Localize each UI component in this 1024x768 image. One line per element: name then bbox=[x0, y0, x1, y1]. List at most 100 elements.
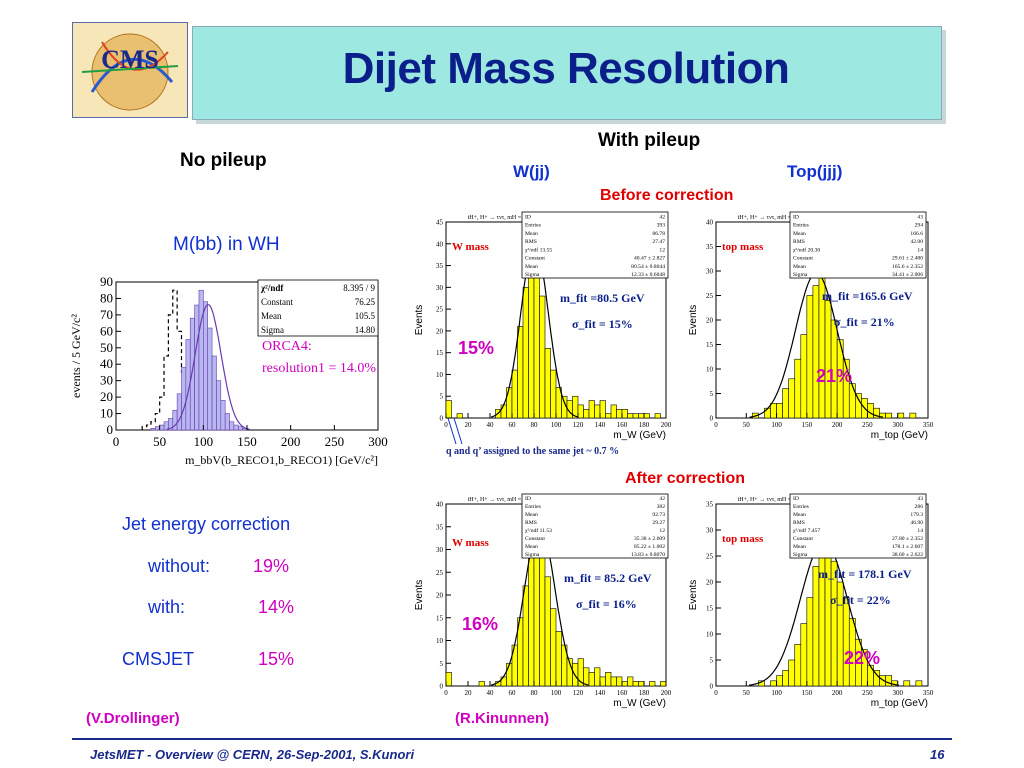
histogram-bar bbox=[764, 407, 771, 419]
stats-value: 165.6 ± 2.352 bbox=[892, 264, 923, 270]
logo-text: CMS bbox=[101, 45, 159, 74]
stats-key: Constant bbox=[261, 297, 294, 307]
stats-key: Sigma bbox=[525, 272, 540, 278]
x-tick-label: 200 bbox=[832, 689, 843, 697]
y-axis-label: Events bbox=[414, 305, 425, 336]
x-tick-label: 150 bbox=[237, 434, 257, 449]
x-tick-label: 80 bbox=[531, 421, 539, 429]
stats-key: Entries bbox=[525, 223, 541, 229]
stats-value: 29.61 ± 2.480 bbox=[892, 256, 923, 262]
stats-key: χ²/ndf 7.457 bbox=[793, 527, 820, 534]
fit-sigma-text: σ_fit = 21% bbox=[834, 315, 895, 329]
histogram-bar bbox=[445, 672, 452, 687]
y-tick-label: 10 bbox=[436, 371, 444, 379]
x-tick-label: 150 bbox=[802, 421, 813, 429]
x-axis-label: m_W (GeV) bbox=[613, 698, 666, 709]
histogram-bar bbox=[194, 304, 200, 431]
note-pointer bbox=[453, 417, 463, 445]
histogram-bar bbox=[824, 300, 832, 419]
stats-value: 92.73 bbox=[652, 512, 665, 518]
histogram-bar bbox=[588, 672, 595, 687]
histogram-bar bbox=[627, 413, 634, 419]
before-correction-label: Before correction bbox=[600, 187, 734, 204]
histogram-bar bbox=[506, 387, 513, 419]
x-tick-label: 60 bbox=[509, 689, 517, 697]
histogram-title: tH+, H+ → τντ, mH = 200 GeV bbox=[468, 215, 546, 221]
histogram-bar bbox=[794, 644, 802, 687]
stats-key: Mean bbox=[793, 264, 806, 270]
stats-value: 43 bbox=[917, 496, 923, 502]
histogram-bar bbox=[456, 413, 463, 419]
stats-value: 80.54 ± 0.8044 bbox=[631, 264, 665, 270]
stats-key: Mean bbox=[261, 311, 282, 321]
histogram-bar bbox=[237, 426, 243, 431]
x-tick-label: 200 bbox=[832, 421, 843, 429]
x-tick-label: 20 bbox=[465, 421, 473, 429]
stats-key: Sigma bbox=[525, 552, 540, 558]
stats-key: Entries bbox=[793, 223, 809, 229]
stats-value: 179.3 bbox=[910, 512, 923, 518]
stats-key: Mean bbox=[793, 231, 806, 237]
orca-label: ORCA4: bbox=[262, 339, 312, 354]
histogram-bar bbox=[207, 327, 213, 431]
x-tick-label: 200 bbox=[661, 689, 672, 697]
stats-value: 43 bbox=[917, 214, 923, 220]
y-tick-label: 25 bbox=[436, 569, 444, 577]
stats-value: 105.5 bbox=[355, 311, 376, 321]
y-tick-label: 50 bbox=[100, 340, 113, 355]
stats-key: Entries bbox=[525, 504, 541, 510]
histogram-bar bbox=[638, 681, 645, 687]
resolution-percent: 16% bbox=[462, 614, 498, 634]
histogram-bar bbox=[788, 378, 796, 419]
x-tick-label: 140 bbox=[595, 689, 606, 697]
x-tick-label: 300 bbox=[368, 434, 388, 449]
histogram-bar bbox=[770, 680, 777, 687]
x-axis-label: m_top (GeV) bbox=[871, 430, 928, 441]
stats-key: χ²/ndf 13.55 bbox=[525, 246, 552, 253]
y-tick-label: 45 bbox=[436, 219, 444, 227]
stats-key: RMS bbox=[525, 239, 537, 245]
histogram-bar bbox=[594, 667, 601, 687]
mass-tag: top mass bbox=[722, 533, 764, 545]
stats-value: 42 bbox=[659, 214, 665, 220]
histogram-bar bbox=[867, 664, 874, 687]
stats-box bbox=[521, 493, 669, 559]
resolution-percent: 15% bbox=[458, 338, 494, 358]
histogram-bar bbox=[885, 412, 892, 419]
stats-value: 29.27 bbox=[652, 520, 665, 526]
histogram-bar bbox=[627, 676, 634, 687]
y-tick-label: 0 bbox=[440, 415, 444, 423]
x-axis-label: m_bbV(b_RECO1,b_RECO1) [GeV/c²] bbox=[185, 453, 378, 467]
stats-value: 14 bbox=[917, 247, 923, 253]
histogram-bar bbox=[610, 404, 617, 419]
note-pointer bbox=[447, 417, 457, 445]
stats-key: RMS bbox=[525, 520, 537, 526]
cmsjet-label: CMSJET bbox=[122, 649, 194, 669]
histogram-bar bbox=[159, 424, 165, 431]
y-tick-label: 80 bbox=[100, 290, 113, 305]
y-axis-label: Events bbox=[688, 305, 699, 336]
x-tick-label: 180 bbox=[639, 689, 650, 697]
histogram-bar bbox=[800, 623, 808, 687]
stats-key: ID bbox=[525, 214, 531, 220]
y-tick-label: 25 bbox=[436, 306, 444, 314]
stats-value: 34.41 ± 2.006 bbox=[892, 272, 923, 278]
stats-value: 14.80 bbox=[355, 325, 376, 335]
histogram-bar bbox=[150, 428, 156, 431]
x-tick-label: 40 bbox=[487, 689, 495, 697]
histogram-bar bbox=[867, 403, 874, 419]
x-tick-label: 80 bbox=[531, 689, 539, 697]
histogram-bar bbox=[522, 585, 529, 687]
y-tick-label: 5 bbox=[440, 660, 444, 668]
stats-value: 27.80 ± 2.352 bbox=[892, 536, 923, 542]
histogram-bar bbox=[643, 413, 650, 419]
x-tick-label: 150 bbox=[802, 689, 813, 697]
y-tick-label: 40 bbox=[706, 219, 714, 227]
histogram-bar bbox=[794, 358, 802, 419]
histogram-bar bbox=[189, 317, 195, 431]
x-tick-label: 100 bbox=[551, 689, 562, 697]
chart-top-after: 0 50 100 150 200 250 300 350 0 5 10 15 20 25 30 35 Event… bbox=[688, 493, 934, 709]
x-tick-label: 0 bbox=[714, 421, 718, 429]
y-axis-label: Events bbox=[414, 580, 425, 611]
stats-value: 13.83 ± 0.8070 bbox=[631, 552, 665, 558]
